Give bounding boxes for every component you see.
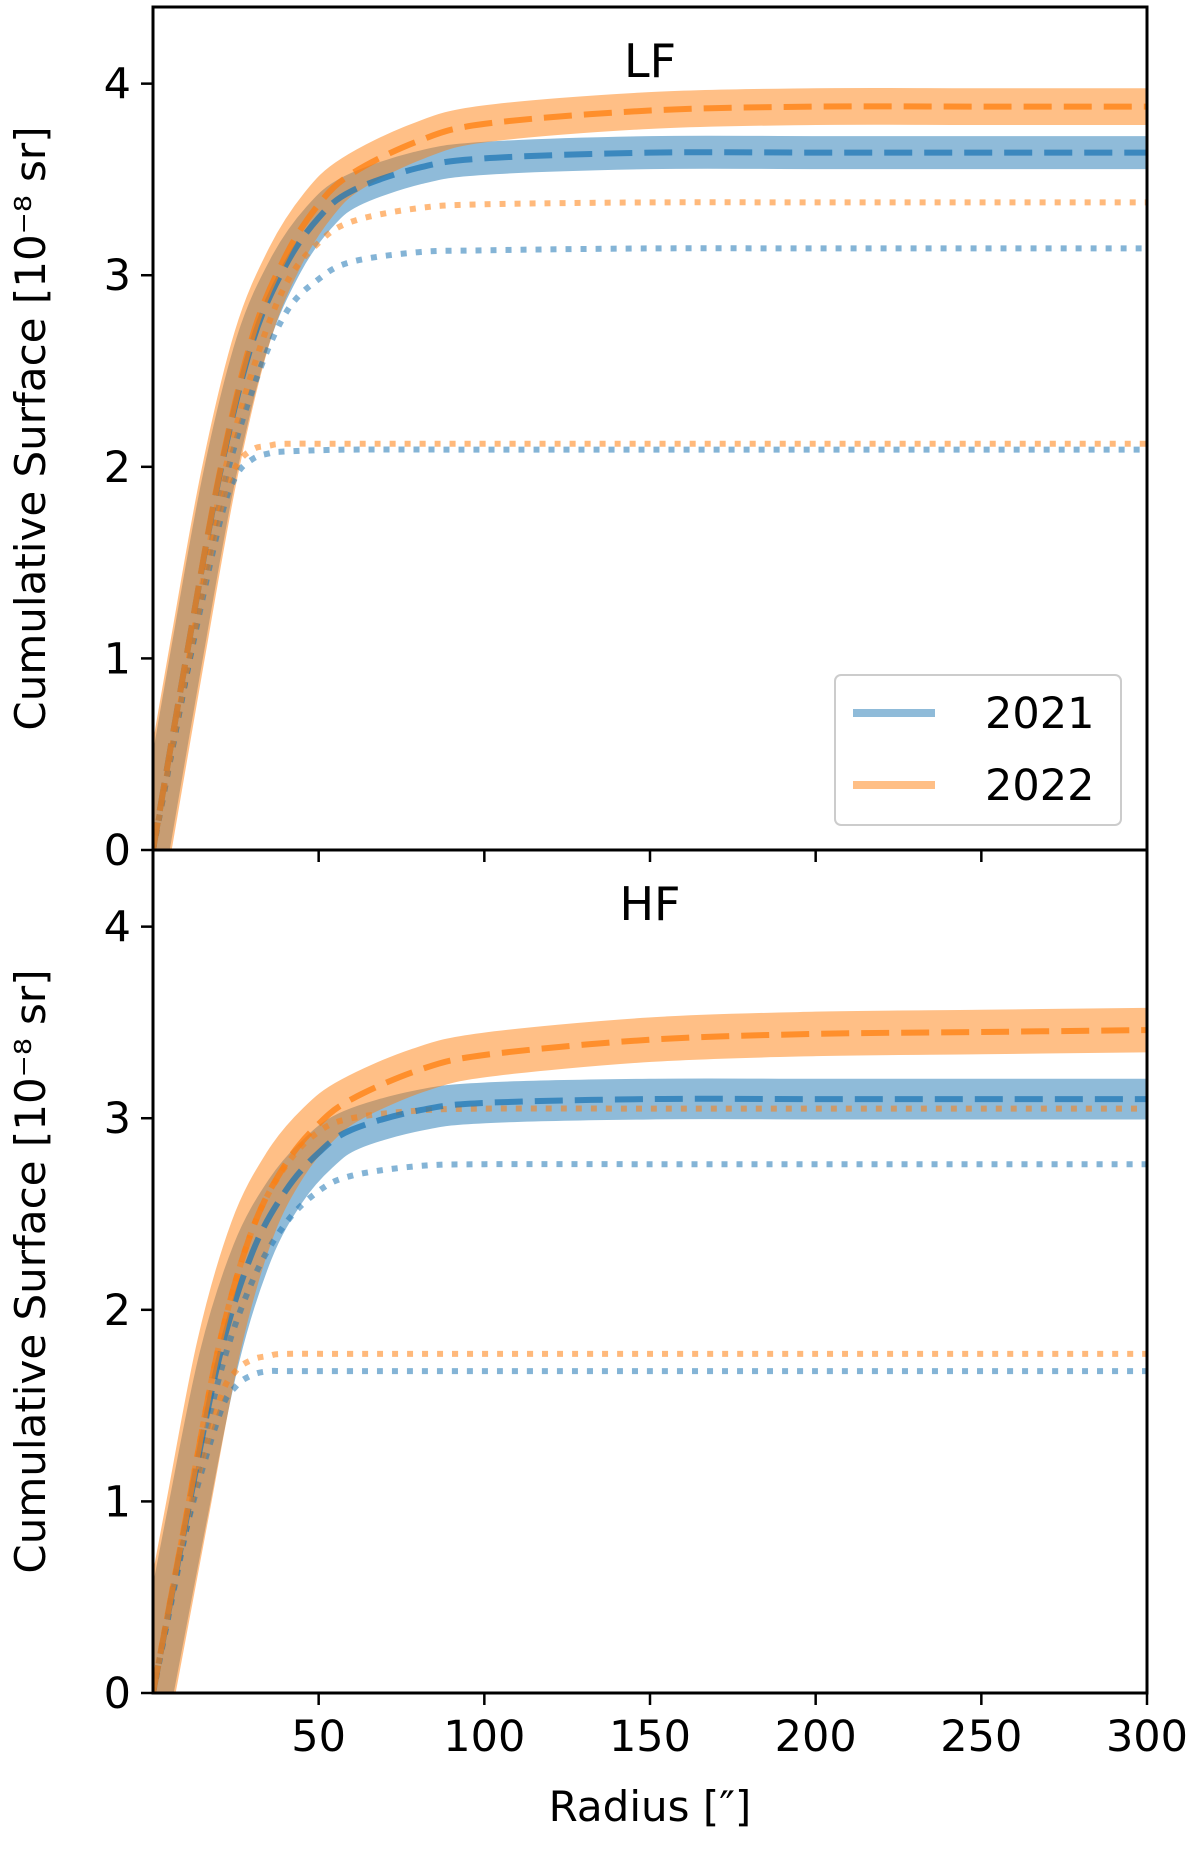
legend-label-2021: 2021 <box>985 689 1094 739</box>
confidence-band-2022 <box>153 1007 1147 1693</box>
dotted-line-5 <box>153 1350 1147 1693</box>
dotted-line-3 <box>153 199 1147 850</box>
dotted-line-2 <box>153 1161 1147 1693</box>
x-tick-label: 200 <box>775 1712 857 1762</box>
y-tick-label: 2 <box>104 443 131 493</box>
dotted-line-4 <box>153 1367 1147 1693</box>
y-tick-label: 0 <box>104 826 131 876</box>
x-tick-label: 100 <box>443 1712 525 1762</box>
series-line-2022 <box>153 1027 1147 1693</box>
panel-title: HF <box>619 877 680 931</box>
x-axis-label: Radius [″] <box>549 1782 752 1831</box>
y-axis-label: Cumulative Surface [10⁻⁸ sr] <box>6 969 55 1573</box>
confidence-band-2021 <box>153 1078 1147 1693</box>
plot-area <box>153 1007 1147 1693</box>
y-tick-label: 2 <box>104 1286 131 1336</box>
y-tick-label: 1 <box>104 1477 131 1527</box>
x-tick-label: 250 <box>940 1712 1022 1762</box>
y-tick-label: 3 <box>104 1094 131 1144</box>
y-tick-label: 0 <box>104 1669 131 1719</box>
chart-panel-hf: 0 1 2 3 4 50 100 150 200 250 300 HF Cumulative Surfa… <box>6 848 1188 1831</box>
y-tick-label: 4 <box>104 903 131 953</box>
dotted-line-5 <box>153 440 1147 850</box>
panel-title: LF <box>624 34 676 88</box>
y-axis-label: Cumulative Surface [10⁻⁸ sr] <box>6 126 55 730</box>
dotted-line-2 <box>153 245 1147 850</box>
plot-area <box>153 87 1147 850</box>
series-line-2022 <box>153 103 1147 850</box>
legend-label-2022: 2022 <box>985 761 1094 811</box>
x-tick-label: 150 <box>609 1712 691 1762</box>
x-tick-label: 300 <box>1106 1712 1188 1762</box>
x-tick-label: 50 <box>291 1712 346 1762</box>
y-tick-label: 4 <box>104 60 131 110</box>
axes-frame <box>151 848 1149 1695</box>
y-tick-label: 1 <box>104 634 131 684</box>
y-tick-label: 3 <box>104 251 131 301</box>
legend: 2021 2022 <box>834 674 1122 826</box>
